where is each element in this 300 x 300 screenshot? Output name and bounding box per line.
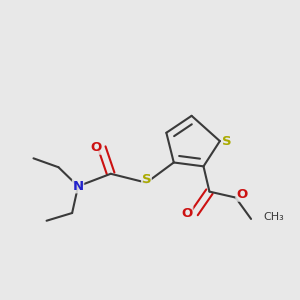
Text: N: N bbox=[73, 180, 84, 193]
Text: S: S bbox=[223, 135, 232, 148]
Text: S: S bbox=[142, 173, 151, 186]
Text: O: O bbox=[236, 188, 247, 201]
Text: CH₃: CH₃ bbox=[263, 212, 284, 223]
Text: O: O bbox=[91, 141, 102, 154]
Text: O: O bbox=[182, 206, 193, 220]
